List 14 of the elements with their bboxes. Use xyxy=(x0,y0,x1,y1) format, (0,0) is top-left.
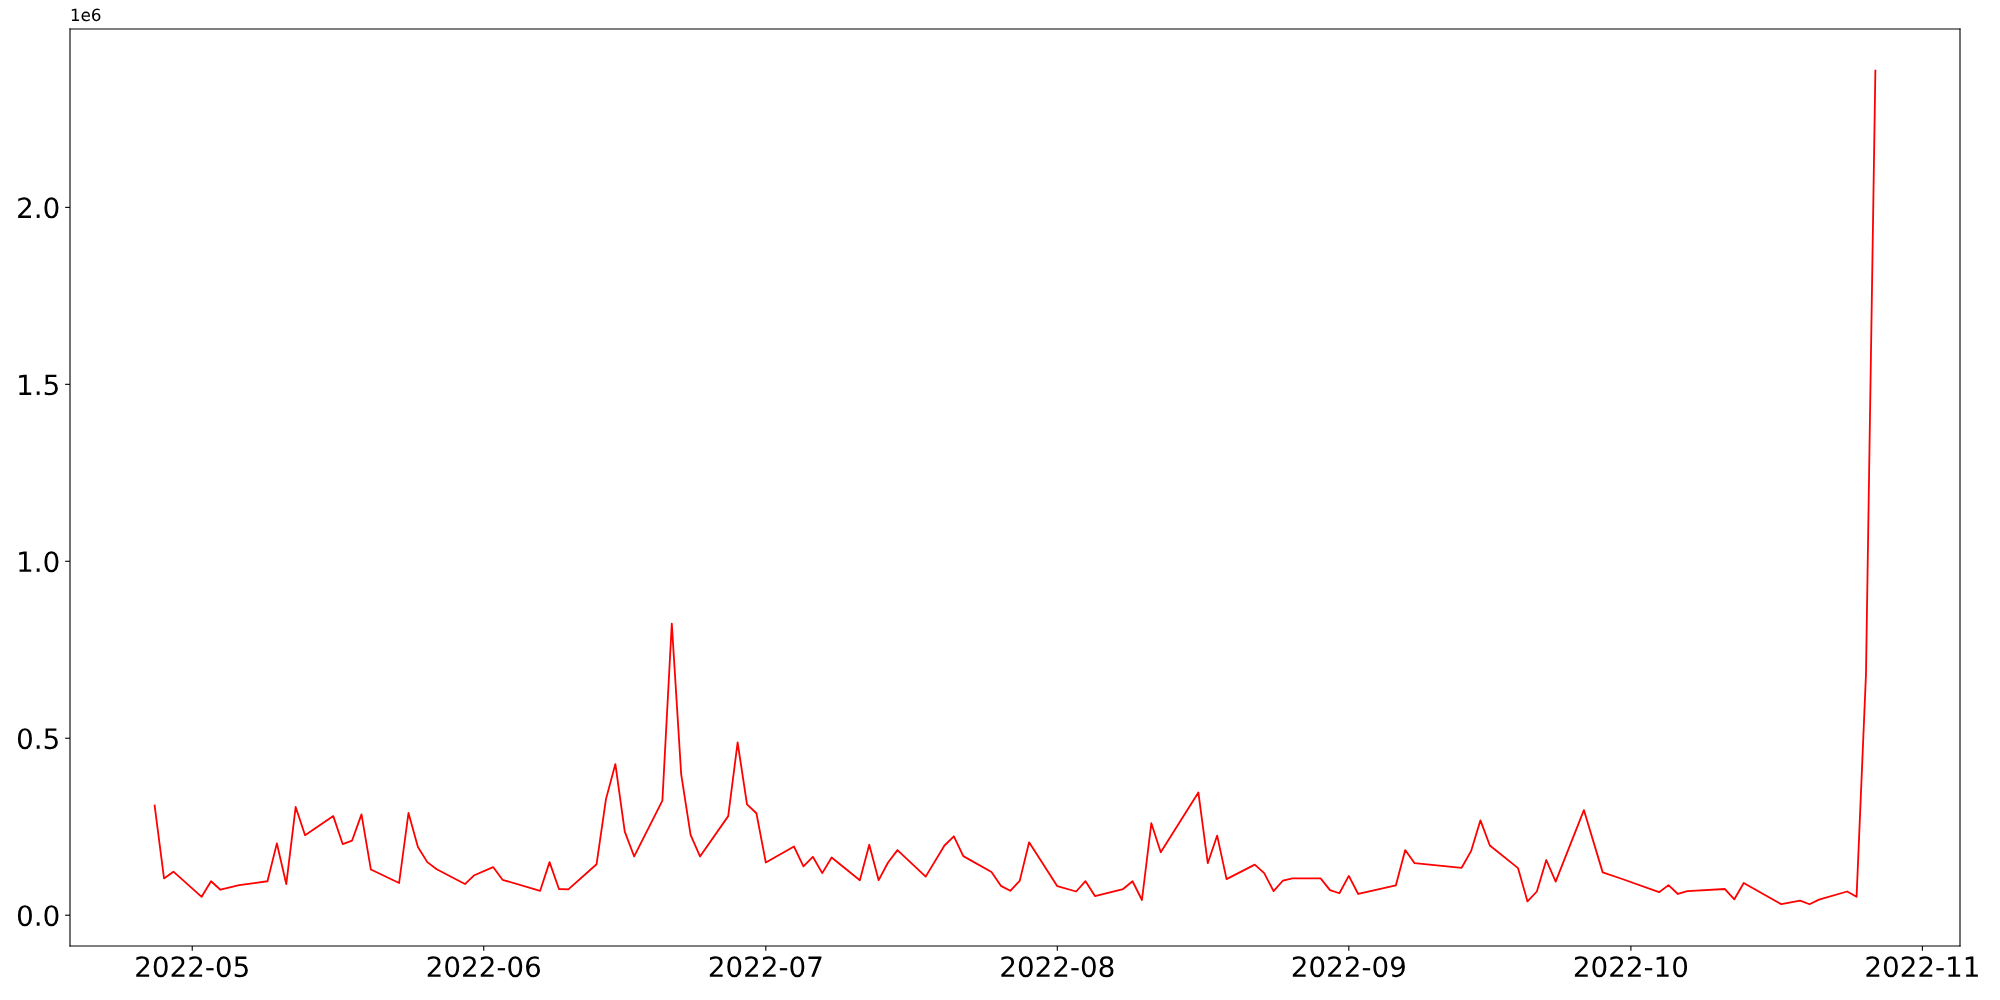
x-tick-label: 2022-10 xyxy=(1574,956,1688,978)
x-tick-label: 2022-11 xyxy=(1866,956,1978,978)
y-tick-label: 0.5 xyxy=(17,728,58,750)
line-series xyxy=(153,69,1877,906)
y-tick-label: 0.0 xyxy=(17,905,59,927)
y-tick-label: 1.0 xyxy=(19,551,59,573)
x-tick-label: 2022-08 xyxy=(1001,956,1114,978)
x-tick-label: 2022-06 xyxy=(427,956,541,978)
x-tick-label: 2022-05 xyxy=(136,956,248,978)
x-tick-label: 2022-09 xyxy=(1292,956,1405,978)
text: 1e6 xyxy=(71,8,101,22)
y-tick-label: 1.5 xyxy=(19,374,58,396)
y-tick-label: 2.0 xyxy=(18,197,59,219)
x-tick-label: 2022-07 xyxy=(709,956,822,978)
